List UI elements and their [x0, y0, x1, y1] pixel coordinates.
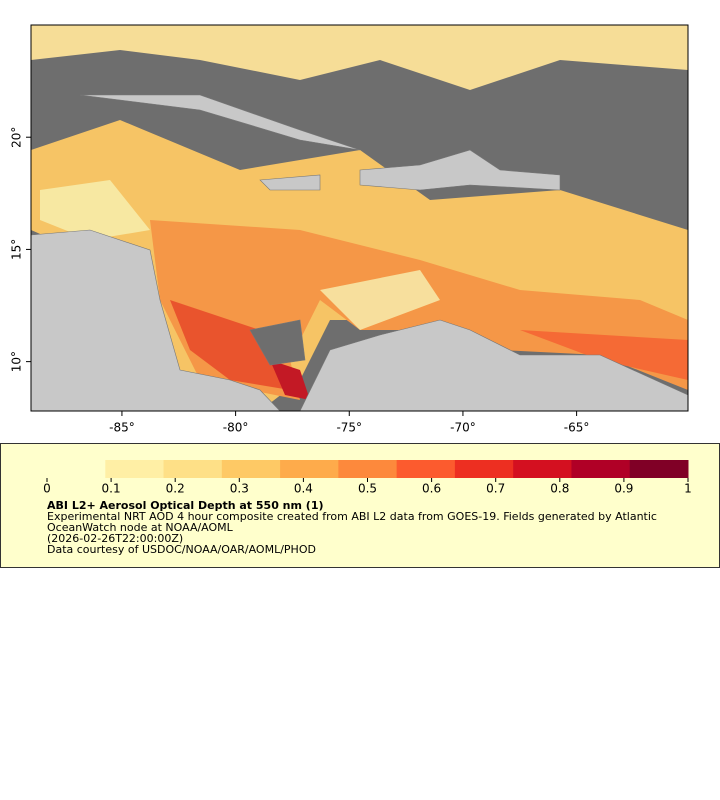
colorbar-tick-label: 0.7 [486, 482, 505, 496]
colorbar-tick-label: 0.2 [166, 482, 185, 496]
x-tick-label: -80° [223, 421, 249, 435]
colorbar-tick-label: 0.6 [422, 482, 441, 496]
colorbar-tick-label: 0.8 [550, 482, 569, 496]
colorbar-tick-label: 0.9 [614, 482, 633, 496]
colorbar-swatch [454, 460, 514, 478]
x-tick-label: -70° [450, 421, 476, 435]
colorbar-swatch [396, 460, 456, 478]
caption-description: Experimental NRT AOD 4 hour composite cr… [47, 510, 657, 534]
y-tick-label: 10° [10, 351, 24, 372]
colorbar-swatch [280, 460, 339, 478]
caption: ABI L2+ Aerosol Optical Depth at 550 nm … [47, 500, 687, 555]
x-tick-label: -65° [564, 421, 590, 435]
colorbar-swatch [629, 460, 689, 478]
aerosol-field [31, 25, 688, 411]
colorbar: 0 0.1 0.2 0.3 0.4 0.5 0.6 0.7 0.8 0.9 1 [43, 460, 692, 496]
colorbar-swatch [571, 460, 631, 478]
caption-title: ABI L2+ Aerosol Optical Depth at 550 nm … [47, 499, 324, 512]
colorbar-swatch [513, 460, 572, 478]
caption-credit: Data courtesy of USDOC/NOAA/OAR/AOML/PHO… [47, 543, 316, 556]
colorbar-tick-label: 0.4 [294, 482, 313, 496]
colorbar-tick-label: 0 [43, 482, 51, 496]
colorbar-tick-label: 1 [684, 482, 692, 496]
map: -85° -80° -75° -70° -65° 10° 15° 20° 0 0.1 0.2 0.3… [10, 24, 692, 496]
map-frame [30, 24, 689, 412]
colorbar-swatch [338, 460, 398, 478]
y-tick-label: 20° [10, 127, 24, 148]
colorbar-tick-label: 0.1 [102, 482, 121, 496]
x-tick-label: -75° [336, 421, 362, 435]
colorbar-tick-label: 0.3 [230, 482, 249, 496]
map-axes: -85° -80° -75° -70° -65° 10° 15° 20° [10, 127, 590, 435]
colorbar-tick-label: 0.5 [358, 482, 377, 496]
colorbar-swatch [47, 460, 106, 478]
y-tick-label: 15° [10, 239, 24, 260]
colorbar-swatch [221, 460, 281, 478]
x-tick-label: -85° [109, 421, 135, 435]
caption-timestamp: (2026-02-26T22:00:00Z) [47, 532, 184, 545]
colorbar-swatch [105, 460, 165, 478]
colorbar-swatch [163, 460, 223, 478]
